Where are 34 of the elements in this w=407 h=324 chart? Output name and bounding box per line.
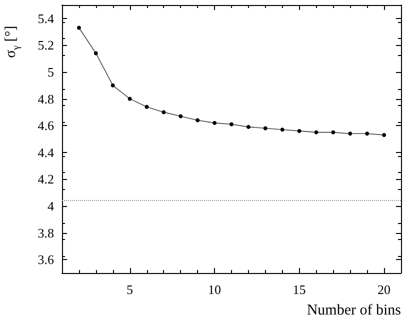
point [246,124,250,129]
y-tick-label: 5.4 [38,10,54,26]
point [110,83,115,88]
point [162,110,166,114]
point [382,132,386,137]
y-tick-label: 4.2 [38,172,54,187]
y-tick-label: 5.2 [38,38,54,53]
point [314,130,318,134]
point [365,132,370,136]
point [331,130,336,134]
x-tick-label: 20 [378,282,391,297]
point [263,126,268,130]
point [280,128,284,132]
x-axis-title: Number of bins [306,302,402,318]
point [94,51,98,56]
x-tick-label: 5 [126,282,134,297]
point [144,104,149,109]
y-tick-label: 3.8 [38,225,54,240]
x-tick-label: 15 [292,282,306,297]
point [297,128,302,133]
point [196,118,200,122]
y-tick-label: 4.4 [38,144,54,160]
point [128,96,132,101]
point [348,132,352,136]
point [76,26,81,30]
point [178,114,183,118]
y-tick-label: 4.6 [38,118,54,134]
y-tick-label: 5 [48,64,54,80]
y-tick-label: 4.8 [38,91,54,106]
point [212,120,217,125]
x-tick-label: 10 [208,282,222,297]
y-tick-label: 4 [48,198,54,214]
point [230,122,234,126]
y-tick-label: 3.6 [38,252,54,268]
